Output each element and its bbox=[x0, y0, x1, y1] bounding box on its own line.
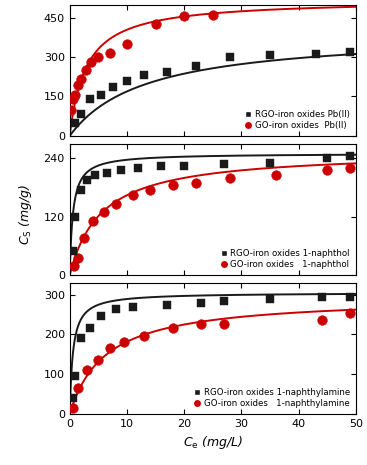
Point bbox=[69, 106, 75, 113]
Point bbox=[113, 305, 119, 312]
Point bbox=[130, 191, 136, 199]
Point bbox=[84, 366, 90, 374]
Point bbox=[324, 154, 330, 162]
Point bbox=[98, 92, 104, 99]
Point bbox=[130, 303, 136, 310]
Point bbox=[70, 404, 76, 412]
Point bbox=[319, 293, 324, 300]
Point bbox=[199, 299, 204, 306]
Point bbox=[83, 66, 89, 74]
Point bbox=[181, 13, 187, 20]
Legend: RGO-iron oxides 1-naphthylamine, GO-iron oxides   1-naphthylamine: RGO-iron oxides 1-naphthylamine, GO-iron… bbox=[191, 386, 352, 410]
Point bbox=[73, 372, 79, 380]
Point bbox=[78, 110, 84, 117]
Point bbox=[347, 309, 353, 316]
Point bbox=[170, 325, 176, 332]
Point bbox=[267, 159, 273, 167]
Point bbox=[70, 95, 76, 103]
Point bbox=[124, 77, 130, 85]
Point bbox=[121, 339, 127, 346]
Point bbox=[81, 235, 87, 242]
Point bbox=[347, 164, 353, 172]
Point bbox=[170, 181, 176, 189]
Point bbox=[193, 179, 199, 186]
Point bbox=[75, 384, 81, 392]
Point bbox=[193, 63, 199, 70]
Point bbox=[101, 208, 107, 215]
Point bbox=[199, 321, 204, 328]
Point bbox=[118, 166, 124, 174]
Point bbox=[95, 357, 101, 364]
Point bbox=[221, 160, 227, 168]
Point bbox=[273, 172, 279, 179]
Point bbox=[110, 84, 116, 91]
Point bbox=[84, 176, 90, 184]
Legend: RGO-iron oxides Pb(II), GO-iron oxides  Pb(II): RGO-iron oxides Pb(II), GO-iron oxides P… bbox=[242, 108, 352, 132]
Point bbox=[92, 172, 98, 179]
Point bbox=[70, 394, 76, 402]
Point bbox=[181, 162, 187, 169]
Point bbox=[73, 92, 79, 99]
Point bbox=[227, 53, 233, 61]
Point bbox=[71, 262, 77, 270]
Point bbox=[104, 169, 110, 177]
Point bbox=[227, 174, 233, 181]
Point bbox=[113, 201, 119, 208]
Point bbox=[221, 297, 227, 304]
Point bbox=[267, 51, 273, 59]
Point bbox=[78, 186, 84, 193]
Point bbox=[98, 313, 104, 320]
Point bbox=[141, 332, 147, 340]
Point bbox=[95, 53, 101, 61]
Point bbox=[267, 295, 273, 302]
Point bbox=[73, 119, 79, 126]
Point bbox=[210, 12, 216, 19]
Point bbox=[324, 166, 330, 174]
Point bbox=[141, 72, 147, 79]
Point bbox=[347, 293, 353, 300]
Point bbox=[347, 152, 353, 159]
Point bbox=[221, 321, 227, 328]
Point bbox=[135, 164, 141, 172]
Point bbox=[75, 254, 81, 261]
Point bbox=[73, 213, 79, 220]
Point bbox=[87, 325, 93, 332]
Point bbox=[159, 162, 164, 169]
Point bbox=[147, 186, 153, 193]
Point bbox=[107, 49, 113, 57]
Point bbox=[88, 59, 94, 66]
Point bbox=[78, 76, 84, 83]
Point bbox=[70, 247, 76, 254]
Text: $C_{\mathrm{S}}$ (mg/g): $C_{\mathrm{S}}$ (mg/g) bbox=[17, 183, 33, 245]
Point bbox=[313, 50, 319, 58]
Point bbox=[319, 317, 324, 324]
Point bbox=[107, 345, 113, 352]
Point bbox=[78, 335, 84, 342]
Point bbox=[75, 81, 81, 88]
Point bbox=[87, 95, 93, 103]
Point bbox=[153, 20, 159, 28]
Point bbox=[90, 218, 95, 225]
Point bbox=[164, 301, 170, 308]
Legend: RGO-iron oxides 1-naphthol, GO-iron oxides   1-naphthol: RGO-iron oxides 1-naphthol, GO-iron oxid… bbox=[218, 247, 352, 271]
Point bbox=[347, 49, 353, 56]
Point bbox=[124, 40, 130, 48]
X-axis label: $C_{\mathrm{e}}$ (mg/L): $C_{\mathrm{e}}$ (mg/L) bbox=[183, 434, 243, 451]
Point bbox=[164, 68, 170, 75]
